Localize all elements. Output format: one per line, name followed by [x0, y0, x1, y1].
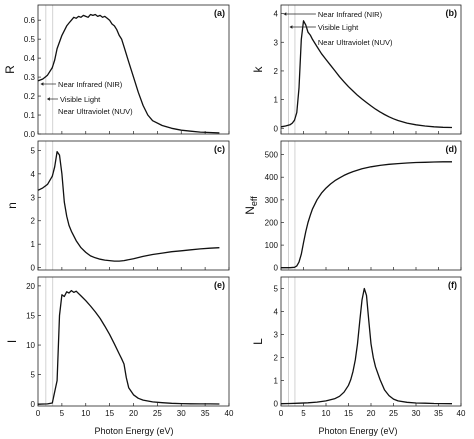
panel-I: 0 5 10 15 20 0 5 10 15 20 25 30 35 40 (e) I	[5, 276, 234, 418]
y-tick-label-L-1: 1	[274, 377, 279, 386]
y-tick-label-n-3: 3	[31, 193, 36, 202]
y-tick-label-R-0: 0.0	[24, 130, 36, 139]
y-axis-label-n: n	[5, 202, 19, 209]
x-tick-label-L-0: 0	[279, 409, 284, 418]
x-tick-label-L-4: 20	[367, 409, 376, 418]
panel-R: 0.0 0.1 0.2 0.3 0.4 0.5 0.6 (a) R Near Infrared (…	[3, 4, 230, 139]
y-tick-label-k-3: 3	[274, 38, 279, 47]
plot-frame-n	[37, 140, 230, 271]
y-axis-label-R: R	[3, 65, 17, 74]
plot-frame-k	[280, 4, 462, 135]
y-tick-label-L-2: 2	[274, 354, 279, 363]
y-tick-label-Neff-4: 400	[265, 173, 279, 182]
x-tick-label-L-1: 5	[301, 409, 306, 418]
y-tick-label-Neff-3: 300	[265, 196, 279, 205]
series-line-R	[37, 13, 220, 134]
y-tick-label-Neff-2: 200	[265, 218, 279, 227]
y-tick-label-I-1: 5	[31, 371, 36, 380]
annotation-arrowhead-R-1	[46, 97, 50, 101]
annotation-R-1: Visible Light	[60, 95, 101, 104]
y-tick-label-L-3: 3	[274, 331, 279, 340]
panel-label-L: (f)	[448, 280, 457, 290]
x-tick-label-L-7: 35	[434, 409, 443, 418]
y-axis-label-L: L	[251, 338, 265, 345]
panel-label-n: (c)	[214, 144, 225, 154]
y-tick-label-R-4: 0.4	[24, 54, 36, 63]
panel-label-R: (a)	[214, 8, 225, 18]
x-tick-label-L-2: 10	[322, 409, 331, 418]
annotation-k-2: Near Ultraviolet (NUV)	[318, 38, 393, 47]
y-tick-label-I-4: 20	[26, 282, 35, 291]
annotation-arrowhead-k-0	[283, 12, 287, 16]
y-tick-label-R-6: 0.6	[24, 16, 36, 25]
x-tick-label-L-5: 25	[389, 409, 398, 418]
x-axis-label-left: Photon Energy (eV)	[94, 426, 173, 436]
y-tick-label-k-4: 4	[274, 10, 279, 19]
y-tick-label-k-1: 1	[274, 96, 279, 105]
series-line-k	[280, 20, 453, 129]
y-axis-label-Neff: Neff	[243, 196, 259, 215]
x-tick-label-I-5: 25	[153, 409, 162, 418]
x-tick-label-I-0: 0	[36, 409, 41, 418]
x-tick-label-I-3: 15	[105, 409, 114, 418]
x-tick-label-L-3: 15	[344, 409, 353, 418]
annotation-arrowhead-R-0	[40, 82, 44, 86]
panel-Neff: 0 100 200 300 400 500 (d) Neff	[243, 140, 462, 273]
y-tick-label-n-5: 5	[31, 146, 36, 155]
y-tick-label-n-4: 4	[31, 170, 36, 179]
series-line-I	[37, 289, 220, 405]
y-tick-label-Neff-5: 500	[265, 151, 279, 160]
panel-L: 0 1 2 3 4 5 0 5 10 15 20 25 30 35 40 (f) L	[251, 276, 466, 418]
x-tick-label-I-6: 30	[177, 409, 186, 418]
y-tick-label-n-2: 2	[31, 217, 36, 226]
y-axis-label-k: k	[251, 66, 265, 73]
y-tick-label-L-0: 0	[274, 400, 279, 409]
x-tick-label-L-6: 30	[412, 409, 421, 418]
x-tick-label-L-8: 40	[457, 409, 466, 418]
y-tick-label-R-3: 0.3	[24, 73, 36, 82]
x-tick-label-I-1: 5	[60, 409, 65, 418]
annotation-arrowhead-k-1	[289, 25, 293, 29]
y-tick-label-Neff-1: 100	[265, 241, 279, 250]
panel-k: 0 1 2 3 4 (b) k Near Infrared (NIR) Visible Ligh…	[251, 4, 462, 135]
annotation-R-2: Near Ultraviolet (NUV)	[58, 107, 133, 116]
plot-frame-I	[37, 276, 230, 407]
y-tick-label-I-2: 10	[26, 341, 35, 350]
y-tick-label-k-0: 0	[274, 124, 279, 133]
x-axis-label-right: Photon Energy (eV)	[318, 426, 397, 436]
plot-frame-Neff	[280, 140, 462, 271]
y-tick-label-I-3: 15	[26, 311, 35, 320]
x-tick-label-I-7: 35	[201, 409, 210, 418]
y-tick-label-n-0: 0	[31, 264, 36, 273]
panel-label-k: (b)	[446, 8, 458, 18]
x-tick-label-I-4: 20	[129, 409, 138, 418]
y-tick-label-n-1: 1	[31, 240, 36, 249]
y-tick-label-I-0: 0	[31, 400, 36, 409]
annotation-k-1: Visible Light	[318, 23, 359, 32]
y-tick-label-L-4: 4	[274, 308, 279, 317]
y-tick-label-Neff-0: 0	[274, 264, 279, 273]
x-tick-label-I-2: 10	[81, 409, 90, 418]
series-line-n	[37, 150, 220, 262]
series-line-L	[280, 287, 453, 405]
y-tick-label-R-1: 0.1	[24, 111, 36, 120]
y-tick-label-R-5: 0.5	[24, 35, 36, 44]
annotation-R-0: Near Infrared (NIR)	[58, 80, 123, 89]
x-tick-label-I-8: 40	[225, 409, 234, 418]
y-tick-label-L-5: 5	[274, 285, 279, 294]
panel-n: 0 1 2 3 4 5 (c) n	[5, 140, 230, 273]
panel-label-Neff: (d)	[446, 144, 458, 154]
series-line-Neff	[281, 161, 452, 269]
y-tick-label-R-2: 0.2	[24, 92, 36, 101]
y-tick-label-k-2: 2	[274, 67, 279, 76]
panel-label-I: (e)	[214, 280, 225, 290]
annotation-k-0: Near Infrared (NIR)	[318, 10, 383, 19]
y-axis-label-I: I	[5, 340, 19, 343]
